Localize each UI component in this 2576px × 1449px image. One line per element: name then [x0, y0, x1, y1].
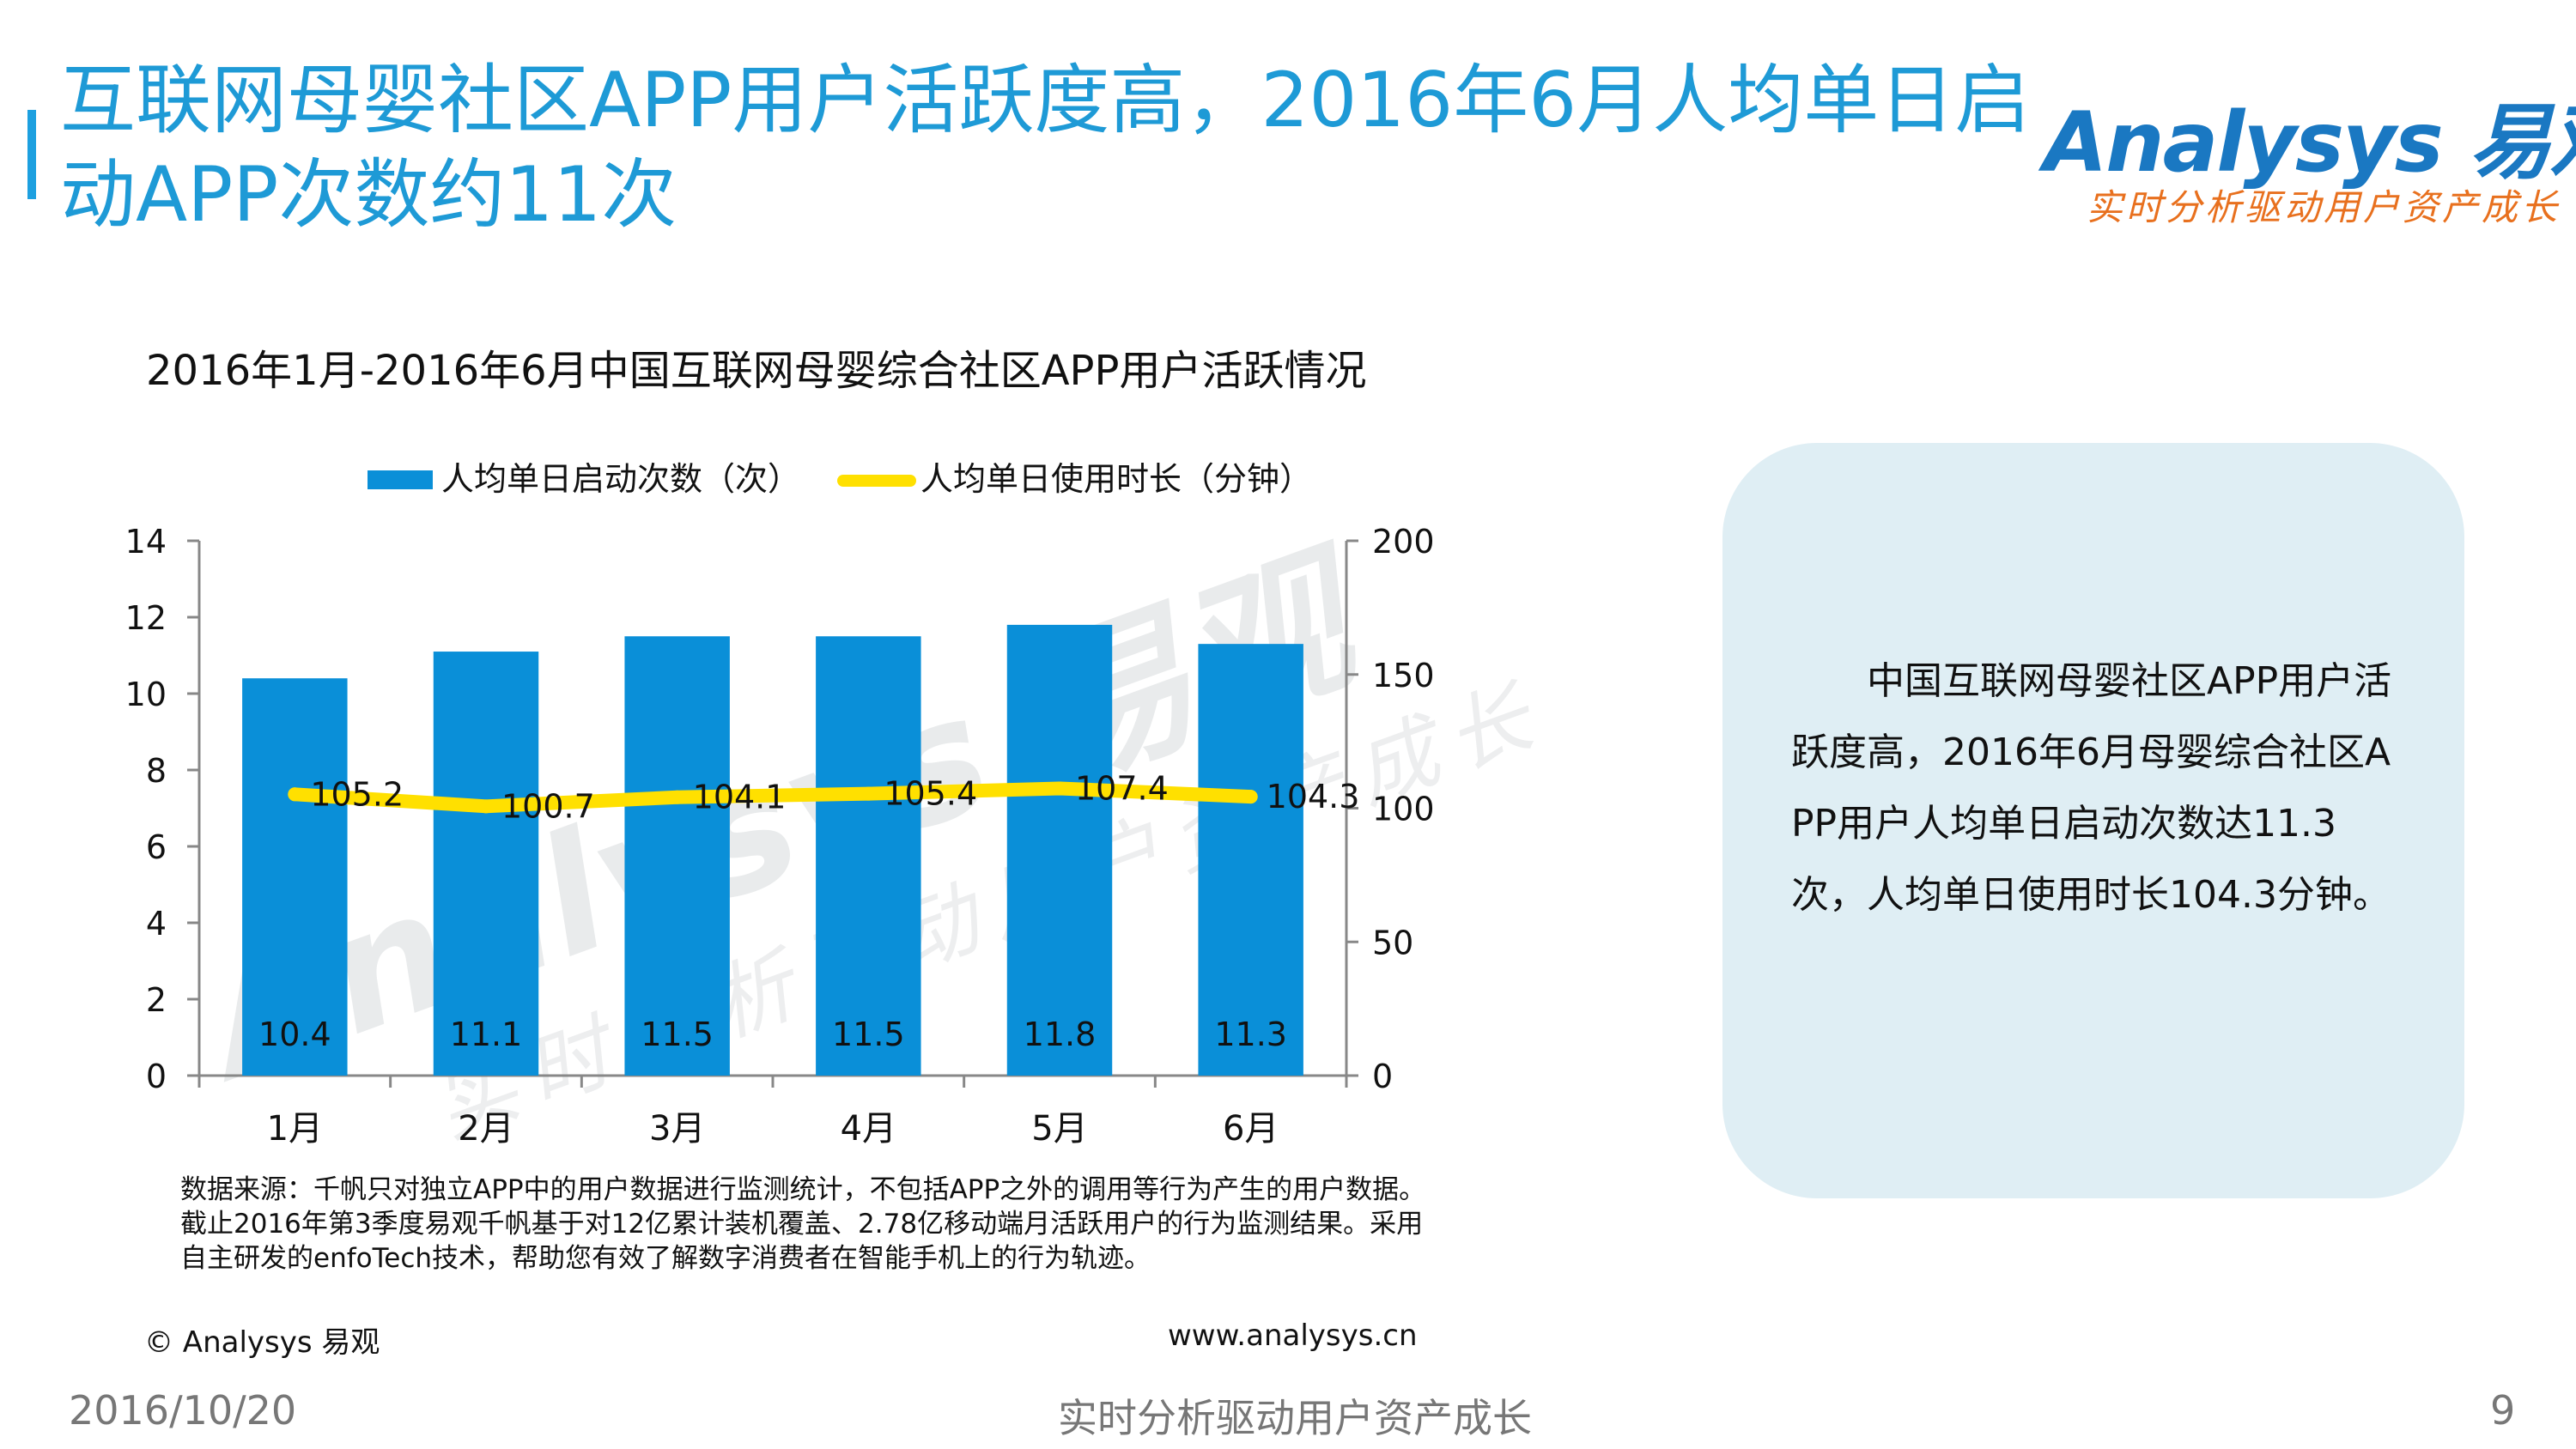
bar — [1006, 624, 1113, 1076]
y-left-tick-label: 8 — [146, 752, 167, 790]
y-left-tick-label: 6 — [146, 828, 167, 866]
bar-value-label: 11.5 — [832, 1016, 905, 1053]
y-left-tick-label: 10 — [125, 676, 167, 713]
data-source-note: 数据来源：千帆只对独立APP中的用户数据进行监测统计，不包括APP之外的调用等行… — [180, 1174, 1426, 1274]
legend-line-label: 人均单日使用时长（分钟） — [920, 460, 1312, 498]
bar-value-label: 11.8 — [1024, 1016, 1097, 1053]
x-tick-label: 1月 — [267, 1109, 323, 1149]
line-value-label: 107.4 — [1075, 769, 1169, 807]
chart-legend: 人均单日启动次数（次） 人均单日使用时长（分钟） — [368, 460, 1312, 498]
chart-axes: 0 2 4 6 8 10 12 14 0 50 100 150 200 1月 2月 3月 4月 5月 6月 — [125, 523, 1435, 1149]
logo-wordmark: Analysys 易观 — [2044, 94, 2576, 191]
line-series — [288, 781, 1258, 814]
bar — [433, 652, 539, 1076]
line-point — [670, 790, 684, 804]
logo-slogan: 实时分析驱动用户资产成长 — [2087, 186, 2561, 228]
x-tick-label: 2月 — [458, 1109, 513, 1149]
slide-title: 互联网母婴社区APP用户活跃度高，2016年6月人均单日启动APP次数约11次 — [60, 56, 2031, 239]
x-tick-label: 6月 — [1223, 1109, 1279, 1149]
y-left-tick-label: 0 — [146, 1058, 167, 1095]
line-path — [288, 781, 1258, 814]
page-number: 9 — [2490, 1387, 2516, 1434]
line-value-label: 105.2 — [310, 775, 404, 813]
bar-value-label: 11.5 — [641, 1016, 714, 1053]
x-tick-label: 4月 — [841, 1109, 896, 1149]
bar — [242, 678, 348, 1076]
y-right-tick-label: 100 — [1372, 791, 1435, 828]
summary-text: 中国互联网母婴社区APP用户活跃度高，2016年6月母婴综合社区APP用户人均单… — [1791, 659, 2392, 917]
analysys-logo: Analysys 易观 实时分析驱动用户资产成长 — [2044, 76, 2576, 230]
legend-bar-label: 人均单日启动次数（次） — [441, 460, 800, 498]
bar — [624, 636, 730, 1076]
line-value-label: 100.7 — [501, 787, 595, 825]
x-tick-label: 5月 — [1031, 1109, 1087, 1149]
line-point — [861, 786, 876, 801]
y-right-tick-label: 50 — [1372, 924, 1413, 961]
bar — [1198, 644, 1303, 1076]
line-point — [1053, 781, 1066, 796]
line-value-label: 104.3 — [1267, 778, 1360, 815]
line-value-label: 104.1 — [693, 779, 787, 816]
bar-value-label: 11.1 — [450, 1016, 523, 1053]
bar-series — [242, 624, 1303, 1076]
y-left-tick-label: 12 — [125, 599, 167, 637]
bar-value-label: 10.4 — [258, 1016, 331, 1053]
line-point — [288, 787, 302, 802]
chart-title: 2016年1月-2016年6月中国互联网母婴综合社区APP用户活跃情况 — [146, 347, 1367, 395]
footer-date: 2016/10/20 — [69, 1387, 297, 1434]
summary-panel — [1722, 443, 2464, 1198]
footer-slogan: 实时分析驱动用户资产成长 — [1058, 1395, 1532, 1441]
y-right-tick-label: 0 — [1372, 1058, 1393, 1095]
x-tick-label: 3月 — [649, 1109, 705, 1149]
line-value-label: 105.4 — [884, 775, 977, 813]
y-right-tick-label: 200 — [1372, 523, 1435, 561]
line-point — [1243, 790, 1258, 804]
y-left-tick-label: 4 — [146, 905, 167, 943]
y-left-tick-label: 14 — [125, 523, 167, 561]
title-accent-bar — [27, 110, 36, 199]
line-point — [479, 799, 493, 814]
bar-value-label: 11.3 — [1214, 1016, 1287, 1053]
legend-bar-swatch — [368, 470, 433, 489]
y-right-tick-label: 150 — [1372, 657, 1435, 694]
website-link[interactable]: www.analysys.cn — [1168, 1319, 1418, 1353]
bar — [816, 636, 921, 1076]
data-labels: 10.4 11.1 11.5 11.5 11.8 11.3 105.2 100.7 104.1 1… — [258, 769, 1359, 1053]
copyright-text: © Analysys 易观 — [144, 1325, 380, 1360]
y-left-tick-label: 2 — [146, 981, 167, 1019]
